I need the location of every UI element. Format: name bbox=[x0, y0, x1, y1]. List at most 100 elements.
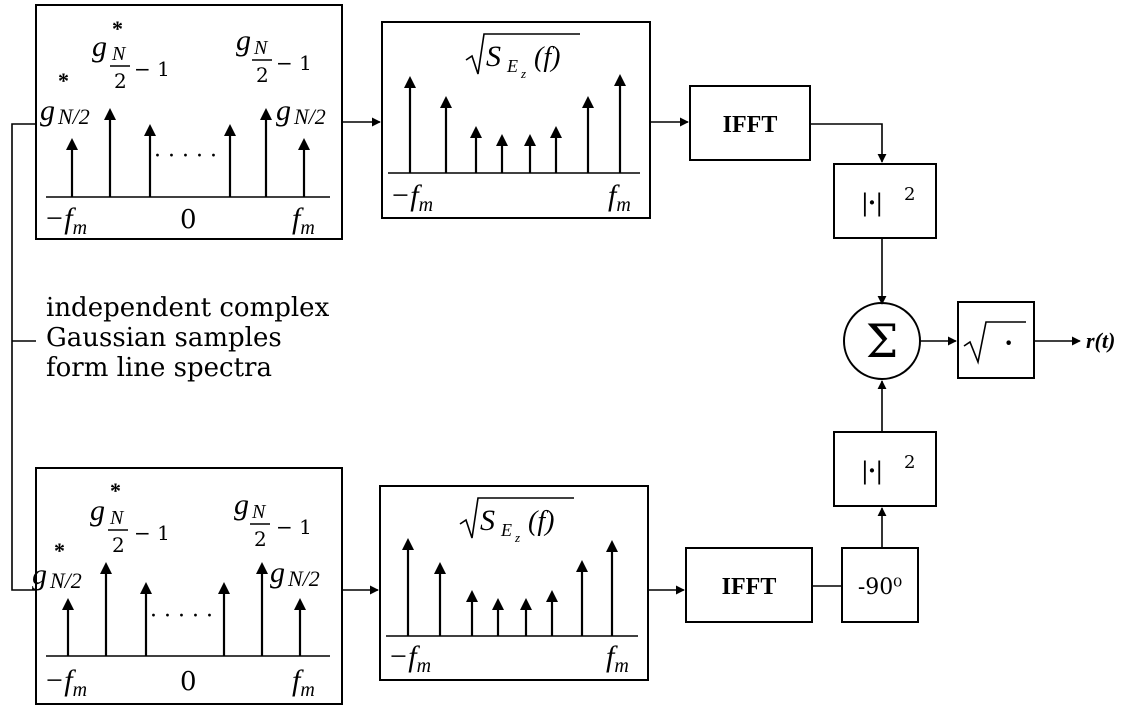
lower-ifft-block: IFFT bbox=[685, 547, 813, 623]
svg-text:g: g bbox=[236, 24, 251, 57]
svg-text:− 1: − 1 bbox=[276, 51, 312, 75]
svg-text:N/2: N/2 bbox=[293, 104, 326, 129]
svg-text:z: z bbox=[520, 66, 526, 81]
upper-filter-block: S E z (f) −fm fm bbox=[381, 21, 651, 219]
upper-filter-line bbox=[440, 96, 452, 173]
lower-sqrt-S-label: S E z (f) bbox=[459, 497, 574, 545]
svg-text:N: N bbox=[253, 37, 269, 59]
upper-filter-stems bbox=[404, 74, 626, 173]
upper-filter-minus-fm: −fm bbox=[390, 179, 433, 216]
svg-text:g: g bbox=[234, 488, 249, 521]
upper-spectral-line bbox=[260, 108, 272, 197]
upper-spectral-line bbox=[144, 124, 156, 197]
svg-text:E: E bbox=[500, 520, 512, 540]
lower-spectral-line bbox=[294, 598, 306, 656]
lower-spectral-line bbox=[140, 582, 152, 656]
lower-zero-label: 0 bbox=[180, 667, 197, 697]
upper-filter-line bbox=[404, 76, 416, 173]
lower-filter-line bbox=[434, 562, 446, 636]
upper-g-n2-minus1-label: g N 2 − 1 bbox=[236, 24, 312, 87]
lower-spectrum-block: · · · · · −fm 0 fm * g N/2 * g N 2 − 1 g… bbox=[32, 467, 343, 705]
lower-filter-box bbox=[379, 485, 649, 681]
svg-text:g: g bbox=[90, 494, 105, 527]
lower-spectrum-stems bbox=[62, 562, 306, 656]
lower-g-star-n2-minus1-label: * g N 2 − 1 bbox=[90, 478, 170, 557]
upper-filter-line bbox=[614, 74, 626, 173]
lower-spectral-line bbox=[256, 562, 268, 656]
upper-spectral-line bbox=[104, 108, 116, 197]
svg-text:(f): (f) bbox=[534, 42, 560, 73]
upper-abs-square-block: |·| 2 bbox=[833, 163, 937, 239]
upper-fm: fm bbox=[292, 202, 315, 239]
lower-spectral-line bbox=[218, 582, 230, 656]
lower-abs-square-block: |·| 2 bbox=[833, 431, 937, 507]
upper-spectrum-stems bbox=[66, 108, 310, 197]
lower-spectrum-box bbox=[35, 467, 343, 705]
upper-spectrum-dots: · · · · · bbox=[154, 144, 217, 169]
lower-filter-line bbox=[606, 540, 618, 636]
upper-filter-line bbox=[582, 96, 594, 173]
upper-filter-line bbox=[550, 126, 562, 173]
svg-text:E: E bbox=[506, 56, 518, 76]
upper-filter-line bbox=[496, 134, 508, 173]
lower-branch: · · · · · −fm 0 fm * g N/2 * g N 2 − 1 g… bbox=[32, 380, 937, 705]
upper-abs-square-exponent: 2 bbox=[904, 184, 915, 205]
upper-g-n2-label: g N/2 bbox=[276, 94, 326, 129]
upper-filter-fm: fm bbox=[608, 179, 631, 216]
upper-filter-box bbox=[381, 21, 651, 219]
lower-abs-square-exponent: 2 bbox=[904, 452, 915, 473]
lower-spectrum-dots: · · · · · bbox=[150, 604, 213, 629]
upper-sqrt-S-label: S E z (f) bbox=[465, 33, 580, 81]
lower-filter-fm: fm bbox=[606, 640, 629, 677]
lower-g-star-n2-label: * g N/2 bbox=[32, 538, 82, 593]
svg-text:2: 2 bbox=[256, 63, 269, 87]
upper-g-star-n2-label: * g N/2 bbox=[40, 68, 90, 129]
svg-text:*: * bbox=[110, 478, 121, 503]
svg-text:S: S bbox=[486, 40, 501, 73]
svg-text:*: * bbox=[112, 16, 123, 41]
sqrt-radical-icon bbox=[963, 321, 1026, 365]
lower-filter-line bbox=[520, 598, 532, 636]
upper-abs-square-label: |·| bbox=[862, 188, 882, 217]
upper-spectrum-block: · · · · · −fm 0 fm * g N/2 * g N 2 − 1 g bbox=[35, 4, 343, 240]
upper-ifft-to-abs-arrow bbox=[810, 123, 887, 163]
source-description-line-3: form line spectra bbox=[46, 353, 272, 383]
svg-text:2: 2 bbox=[114, 69, 127, 93]
lower-abs-square-label: |·| bbox=[862, 456, 882, 485]
svg-text:N: N bbox=[251, 501, 267, 523]
svg-text:− 1: − 1 bbox=[134, 57, 170, 81]
upper-ifft-block: IFFT bbox=[689, 85, 811, 161]
svg-text:(f): (f) bbox=[528, 506, 554, 537]
source-description-line-1: independent complex bbox=[46, 293, 330, 323]
svg-text:*: * bbox=[54, 538, 65, 563]
lower-filter-stems bbox=[402, 538, 618, 636]
upper-g-star-n2-minus1-label: * g N 2 − 1 bbox=[92, 16, 170, 93]
lower-filter-line bbox=[402, 538, 414, 636]
phase-shift-label: -90⁰ bbox=[858, 575, 902, 600]
svg-text:N: N bbox=[109, 507, 125, 529]
source-description-line-2: Gaussian samples bbox=[46, 323, 282, 353]
upper-minus-fm: −fm bbox=[44, 202, 87, 239]
lower-filter-minus-fm: −fm bbox=[388, 640, 431, 677]
lower-filter-block: S E z (f) −fm fm bbox=[379, 485, 649, 681]
upper-spectral-line bbox=[66, 138, 78, 197]
svg-text:2: 2 bbox=[112, 533, 125, 557]
svg-text:g: g bbox=[276, 94, 291, 127]
upper-ifft-label: IFFT bbox=[723, 112, 778, 138]
svg-text:− 1: − 1 bbox=[134, 521, 170, 545]
sum-node: Σ bbox=[843, 302, 921, 380]
upper-filter-line bbox=[524, 134, 536, 173]
lower-filter-line bbox=[576, 560, 588, 636]
svg-text:− 1: − 1 bbox=[276, 515, 312, 539]
sqrt-block: · bbox=[957, 301, 1035, 379]
svg-text:2: 2 bbox=[254, 527, 267, 551]
lower-filter-line bbox=[546, 590, 558, 636]
svg-text:N: N bbox=[111, 43, 127, 65]
lower-g-n2-minus1-label: g N 2 − 1 bbox=[234, 488, 312, 551]
phase-shift-block: -90⁰ bbox=[841, 547, 919, 623]
svg-text:g: g bbox=[32, 558, 47, 591]
upper-filter-line bbox=[470, 126, 482, 173]
svg-text:g: g bbox=[40, 94, 55, 127]
svg-text:*: * bbox=[58, 68, 69, 93]
